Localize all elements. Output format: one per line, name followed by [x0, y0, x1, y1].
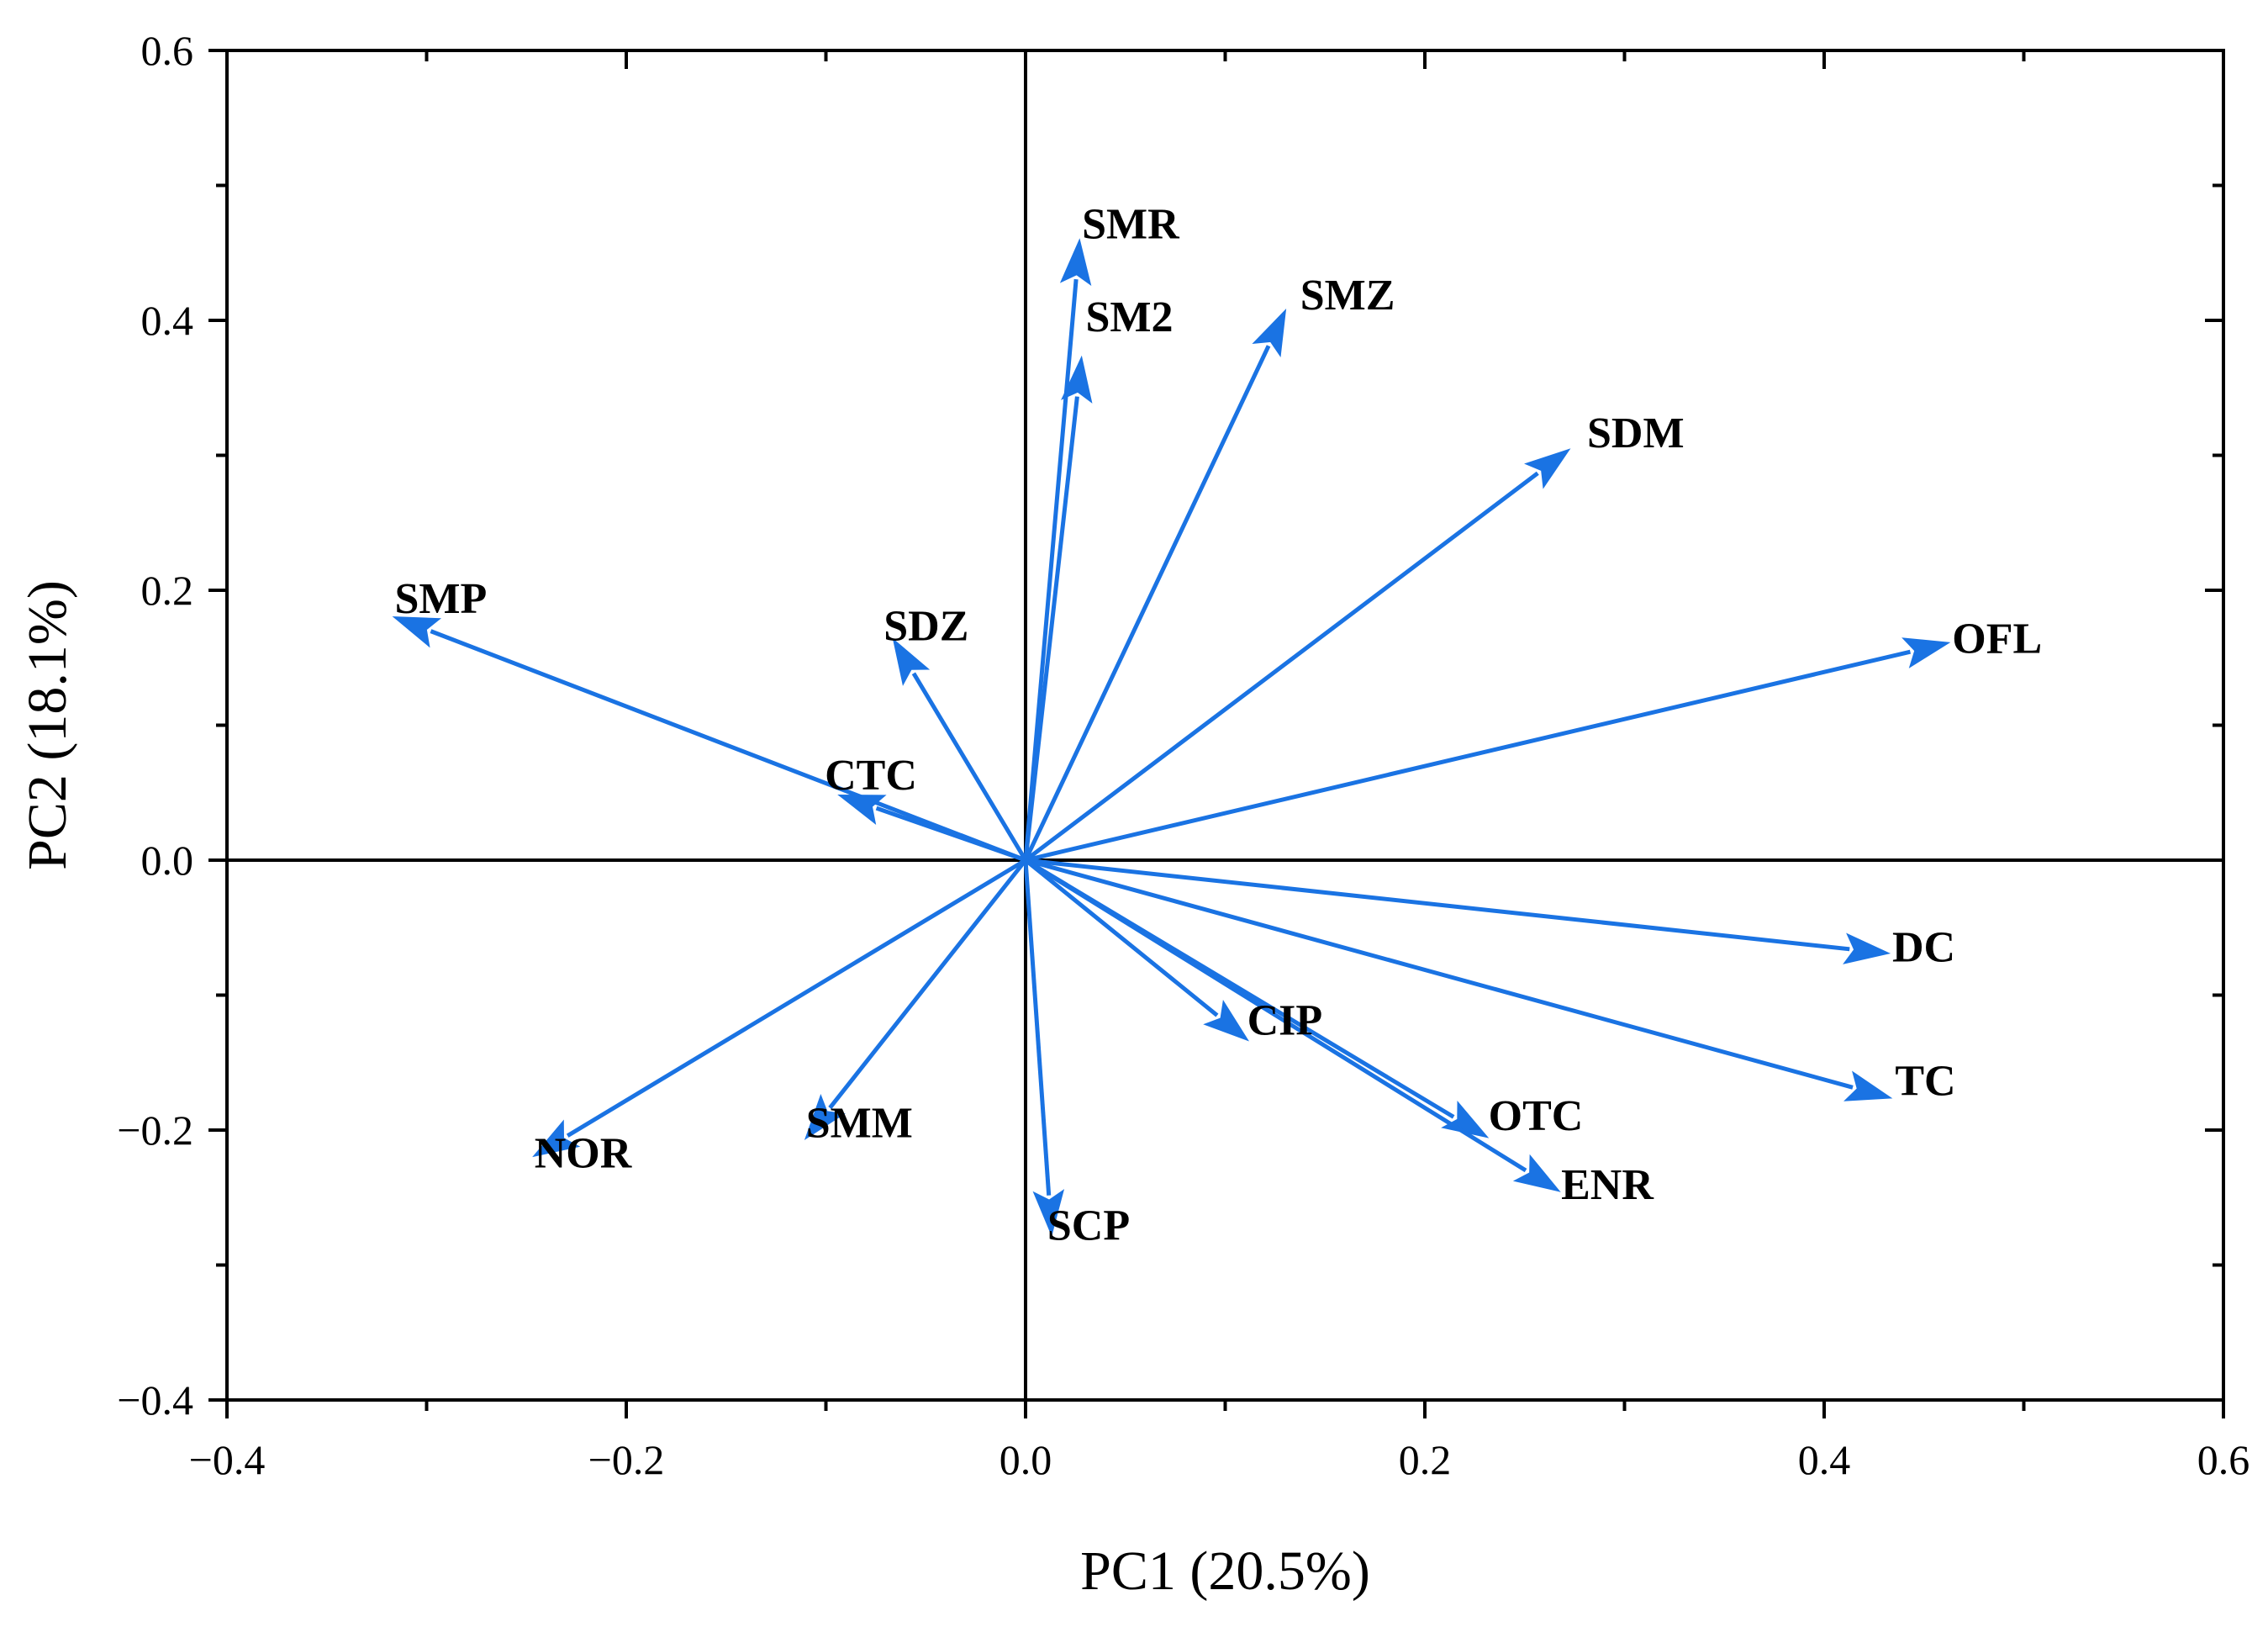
vector-label-dc: DC: [1892, 924, 1955, 972]
vector-line-ctc: [875, 806, 1026, 863]
vector-line-smm: [828, 858, 1027, 1110]
vector-line-enr: [1024, 858, 1527, 1173]
vector-arrowhead-dc: [1843, 932, 1891, 964]
x-axis-title: PC1 (20.5%): [1080, 1540, 1370, 1602]
vector-arrowhead-smm: [804, 1094, 846, 1141]
y-tick-label: −0.2: [117, 1107, 193, 1154]
vector-line-ofl: [1025, 649, 1912, 863]
vector-arrowhead-sdm: [1524, 448, 1571, 489]
vector-arrowhead-sdz: [892, 637, 931, 686]
vector-arrowhead-sm2: [1061, 355, 1093, 404]
y-tick-label: 0.0: [141, 837, 194, 884]
vector-line-tc: [1025, 858, 1854, 1090]
vector-label-ofl: OFL: [1952, 615, 2042, 663]
vector-line-smp: [430, 629, 1026, 863]
vector-label-smm: SMM: [806, 1100, 913, 1148]
x-tick-label: 0.2: [1399, 1436, 1452, 1483]
vector-label-sdm: SDM: [1587, 409, 1685, 457]
vector-arrowhead-smr: [1059, 238, 1092, 286]
vector-arrowhead-ctc: [837, 794, 887, 825]
vector-label-ctc: CTC: [825, 752, 917, 800]
vector-line-dc: [1025, 858, 1850, 952]
labels-layer: SMR SM2 SMZ SDM OFL SMP SDZ CTC DC TC CIP OTC ENR SCP…: [395, 200, 2043, 1249]
vector-arrowhead-enr: [1512, 1154, 1561, 1192]
x-tick-label: 0.0: [1000, 1436, 1052, 1483]
vector-label-tc: TC: [1895, 1057, 1955, 1105]
vector-label-smr: SMR: [1082, 200, 1180, 248]
vector-label-enr: ENR: [1561, 1161, 1654, 1209]
y-tick-label: 0.2: [141, 567, 194, 614]
y-tick-label: 0.4: [141, 297, 194, 344]
y-tick-label: 0.6: [141, 27, 194, 74]
vector-arrowhead-smz: [1252, 308, 1287, 357]
vector-line-sdm: [1024, 471, 1539, 862]
vector-arrowhead-scp: [1032, 1189, 1065, 1237]
vector-line-cip: [1024, 858, 1219, 1017]
vector-line-smz: [1023, 345, 1271, 862]
plot-frame: [225, 49, 2225, 1402]
vector-line-sm2: [1023, 396, 1079, 861]
vector-line-sdz: [911, 672, 1028, 862]
vector-arrowhead-ofl: [1901, 637, 1951, 668]
vector-arrowhead-nor: [532, 1119, 581, 1158]
x-tick-label: −0.2: [588, 1436, 665, 1483]
y-tick-label: −0.4: [117, 1376, 193, 1424]
x-tick-label: 0.4: [1798, 1436, 1851, 1483]
vector-arrowhead-tc: [1843, 1070, 1893, 1101]
axes-layer: −0.4 −0.2 0.0 0.2 0.4 0.6 −0.4 −0.2 0.0 0.2 0.4 0.6: [117, 27, 2250, 1483]
vector-line-scp: [1023, 859, 1052, 1196]
y-axis-title: PC2 (18.1%): [17, 580, 78, 870]
vector-label-nor: NOR: [535, 1129, 633, 1177]
vector-label-otc: OTC: [1489, 1092, 1584, 1140]
vector-label-sm2: SM2: [1086, 293, 1174, 341]
vector-label-smz: SMZ: [1300, 272, 1395, 320]
vector-label-scp: SCP: [1047, 1202, 1130, 1250]
vector-arrowhead-smp: [392, 615, 442, 648]
vector-label-cip: CIP: [1247, 996, 1323, 1044]
vector-label-sdz: SDZ: [883, 602, 968, 650]
vector-line-nor: [566, 858, 1027, 1138]
x-tick-label: 0.6: [2197, 1436, 2250, 1483]
vectors-layer: [392, 238, 1951, 1237]
vector-arrowhead-cip: [1203, 999, 1250, 1042]
vector-line-smr: [1023, 278, 1079, 861]
x-tick-label: −0.4: [189, 1436, 266, 1483]
vector-label-smp: SMP: [395, 575, 488, 623]
